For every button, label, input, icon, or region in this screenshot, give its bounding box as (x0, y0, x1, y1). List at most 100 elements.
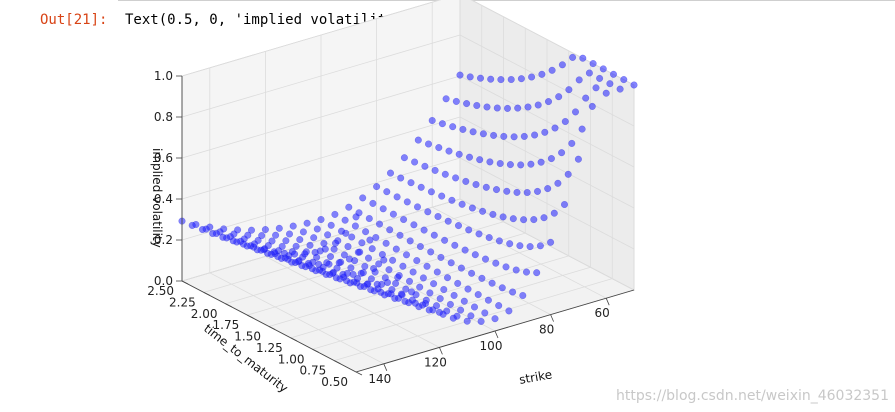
data-point (481, 255, 490, 263)
data-point (568, 139, 576, 147)
data-point (436, 295, 444, 303)
data-point (435, 308, 443, 316)
data-point (620, 76, 628, 84)
data-point (527, 160, 535, 168)
data-point (367, 286, 375, 294)
data-point (463, 317, 471, 325)
data-point (547, 238, 555, 246)
data-point (523, 188, 531, 197)
data-point (311, 248, 319, 256)
data-point (391, 294, 399, 302)
data-point (526, 243, 534, 251)
z-tick-label: 0.6 (154, 151, 173, 165)
data-point (450, 291, 458, 299)
data-point (476, 74, 485, 82)
data-point (592, 84, 600, 92)
data-point (488, 279, 496, 287)
grid-line-z (459, 34, 635, 127)
data-point (344, 242, 352, 251)
y-tick-label: 1.00 (278, 352, 305, 366)
data-point (461, 246, 469, 254)
data-point (578, 125, 586, 133)
data-point (463, 100, 471, 108)
data-point (428, 116, 436, 125)
data-point (456, 71, 464, 79)
data-point (397, 174, 405, 182)
cell-divider (118, 0, 895, 1)
data-point (373, 183, 381, 191)
data-point (272, 231, 280, 239)
grid-line-maturity (312, 266, 591, 350)
data-point (341, 216, 349, 224)
data-point (534, 101, 542, 109)
data-point (481, 309, 489, 317)
data-point (392, 279, 400, 287)
data-point (188, 221, 196, 229)
data-point (373, 280, 381, 288)
y-tick-label: 2.00 (191, 307, 218, 321)
data-point (482, 183, 490, 191)
data-point (541, 128, 549, 136)
data-point (399, 262, 407, 270)
data-point (609, 70, 618, 78)
data-point (575, 76, 583, 84)
x-tick-label: 120 (424, 355, 447, 369)
data-point (393, 193, 401, 201)
x-tick-label: 60 (595, 306, 610, 320)
data-point (423, 262, 431, 270)
data-point (478, 274, 486, 282)
data-point (457, 306, 465, 314)
y-tick-label: 1.50 (234, 330, 261, 344)
data-point (345, 203, 353, 211)
data-point (588, 102, 596, 110)
data-point (550, 209, 558, 217)
data-point (401, 297, 409, 305)
data-point (438, 192, 446, 200)
data-point (406, 237, 414, 245)
y-tick-label: 0.50 (321, 375, 348, 389)
axes-grid (181, 0, 635, 373)
y-tick-mark (268, 326, 276, 330)
data-point (380, 256, 388, 264)
x-tick-mark (383, 363, 388, 371)
data-point (359, 194, 367, 202)
data-point (441, 236, 449, 244)
data-point (409, 268, 417, 276)
data-point (459, 125, 467, 133)
grid-line-z (181, 34, 461, 118)
data-point (375, 260, 383, 268)
data-point (558, 61, 566, 69)
data-point (579, 54, 587, 62)
data-point (466, 73, 474, 81)
data-point (492, 186, 501, 194)
data-point (464, 285, 472, 293)
data-point (402, 251, 411, 259)
z-tick-label: 0.8 (154, 110, 173, 124)
data-point (310, 234, 318, 242)
data-point (538, 70, 546, 78)
output-prompt: Out[21]: (40, 12, 108, 28)
y-tick-label: 1.25 (256, 341, 283, 355)
grid-line-maturity (203, 209, 482, 293)
grid-line-z (181, 116, 461, 200)
data-point (571, 108, 580, 116)
data-point (548, 66, 556, 74)
data-point (386, 169, 395, 177)
axis-ticks: 60 80 100 120 140 0.500.751.001.251.501.752.0… (147, 69, 635, 389)
data-point (306, 241, 314, 249)
data-point (475, 230, 483, 238)
data-point (474, 291, 482, 299)
data-point (457, 264, 465, 272)
data-point (510, 133, 518, 141)
y-tick-mark (355, 371, 363, 376)
data-point (569, 53, 577, 61)
data-point (490, 131, 498, 139)
data-point (467, 312, 475, 320)
data-point (389, 256, 397, 264)
data-point (372, 233, 380, 242)
data-point (291, 250, 299, 258)
data-point (445, 147, 453, 155)
data-point (430, 231, 438, 239)
y-tick-mark (334, 360, 341, 364)
data-point (440, 285, 448, 294)
